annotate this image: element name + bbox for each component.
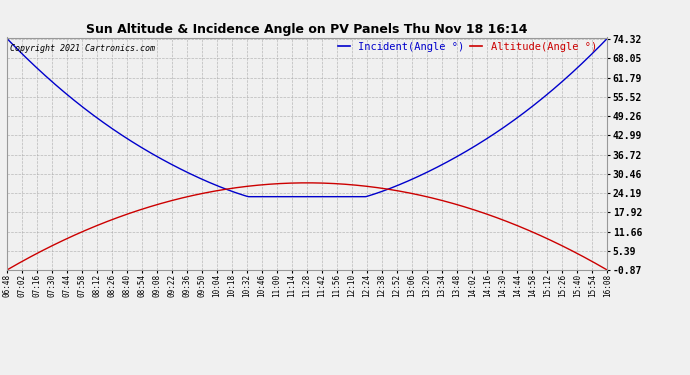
Legend: Incident(Angle °), Altitude(Angle °): Incident(Angle °), Altitude(Angle °) [333,38,601,56]
Text: Copyright 2021 Cartronics.com: Copyright 2021 Cartronics.com [10,45,155,54]
Title: Sun Altitude & Incidence Angle on PV Panels Thu Nov 18 16:14: Sun Altitude & Incidence Angle on PV Pan… [86,23,528,36]
